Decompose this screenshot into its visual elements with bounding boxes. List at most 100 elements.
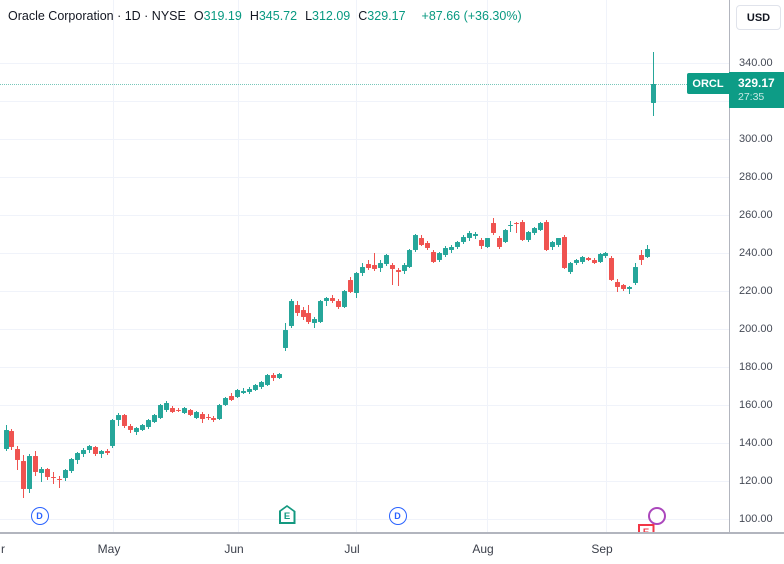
candlestick [514, 223, 520, 225]
candlestick [15, 449, 21, 460]
candlestick [639, 255, 645, 260]
candlestick [98, 451, 104, 455]
earnings-marker-icon[interactable]: E [278, 505, 296, 524]
candlestick [205, 417, 211, 419]
candlestick [431, 251, 437, 262]
candle-wick [397, 268, 399, 287]
candlestick [454, 241, 460, 247]
time-tick-label: Aug [472, 542, 494, 556]
candlestick [561, 236, 567, 268]
time-tick-label: May [97, 542, 121, 556]
candle-wick [326, 296, 328, 306]
ohlc-item: C329.17 [358, 9, 406, 23]
candlestick [217, 404, 223, 420]
candlestick [258, 381, 264, 387]
horizontal-gridline [0, 253, 729, 254]
dividend-marker-icon[interactable]: D [388, 507, 407, 525]
horizontal-gridline [0, 519, 729, 520]
candlestick [609, 257, 615, 280]
overlapped-event-icon[interactable] [648, 507, 666, 525]
candle-wick [53, 472, 54, 485]
chart-plot-area[interactable]: D E D E [0, 0, 729, 532]
horizontal-gridline [0, 405, 729, 406]
candlestick [395, 269, 401, 272]
candlestick [241, 390, 247, 393]
candlestick [223, 397, 229, 405]
price-tick-label: 100.00 [739, 513, 773, 525]
vertical-gridline [356, 0, 357, 532]
candlestick [163, 402, 169, 410]
candlestick [472, 234, 478, 236]
horizontal-gridline [0, 367, 729, 368]
candlestick [324, 297, 330, 302]
price-tick-label: 120.00 [739, 475, 773, 487]
time-axis[interactable]: r May Jun Jul Aug Sep [0, 532, 784, 564]
candlestick [175, 409, 181, 411]
candlestick [550, 241, 555, 247]
time-tick-label: Sep [591, 542, 613, 556]
symbol-title[interactable]: Oracle Corporation · 1D · NYSE [8, 9, 186, 23]
candlestick [146, 419, 152, 427]
candle-wick [516, 221, 518, 233]
ohlc-item: O319.19 [193, 9, 242, 23]
candlestick [128, 426, 134, 430]
candlestick [134, 428, 140, 432]
price-tick-label: 300.00 [739, 133, 773, 145]
candlestick [371, 265, 377, 269]
candlestick [187, 409, 193, 415]
currency-toggle-button[interactable]: USD [736, 5, 781, 30]
earnings-upcoming-marker-icon[interactable]: E [637, 524, 655, 532]
candlestick [651, 83, 656, 103]
ohlc-item: L312.09 [305, 9, 351, 23]
candlestick [288, 301, 294, 327]
marker-letter: E [638, 527, 655, 532]
candlestick [365, 264, 371, 268]
last-price-line [0, 83, 687, 85]
candlestick [235, 390, 241, 397]
candlestick [484, 237, 490, 247]
candlestick [157, 404, 163, 418]
horizontal-gridline [0, 177, 729, 178]
horizontal-gridline [0, 329, 729, 330]
candlestick [229, 395, 235, 400]
candlestick [181, 407, 187, 413]
candle-wick [100, 450, 102, 458]
candlestick [591, 259, 597, 263]
symbol-price-label: ORCL [687, 73, 729, 94]
candlestick [152, 414, 157, 422]
candlestick [520, 221, 526, 240]
candlestick [496, 238, 502, 247]
candlestick [211, 417, 217, 420]
marker-shape-inner [639, 526, 653, 532]
price-tick-label: 200.00 [739, 323, 773, 335]
candlestick [3, 429, 9, 449]
candlestick [306, 312, 312, 322]
candlestick [502, 229, 508, 242]
candlestick [437, 252, 443, 260]
horizontal-gridline [0, 481, 729, 482]
candlestick [538, 222, 544, 230]
candlestick [359, 266, 365, 273]
candlestick [389, 264, 395, 269]
candlestick [282, 329, 288, 348]
vertical-gridline [487, 0, 488, 532]
price-tick-label: 340.00 [739, 57, 773, 69]
marker-shape-inner [280, 507, 294, 522]
last-price-badge: 329.17 27:35 [729, 72, 784, 108]
candlestick [401, 265, 407, 271]
candlestick [567, 262, 573, 272]
candlestick [645, 249, 650, 257]
vertical-gridline [238, 0, 239, 532]
bar-countdown: 27:35 [738, 91, 765, 103]
dividend-marker-icon[interactable]: D [30, 507, 49, 525]
candlestick [312, 318, 318, 324]
ohlc-values: O319.19 H345.72 L312.09 C329.17 [194, 9, 414, 23]
price-tick-label: 260.00 [739, 209, 773, 221]
candlestick [460, 236, 466, 242]
candlestick [573, 259, 579, 263]
time-tick-label: Jul [344, 542, 360, 556]
candlestick [86, 445, 92, 451]
candlestick [300, 309, 306, 317]
candlestick [532, 227, 538, 233]
candlestick [413, 234, 419, 250]
